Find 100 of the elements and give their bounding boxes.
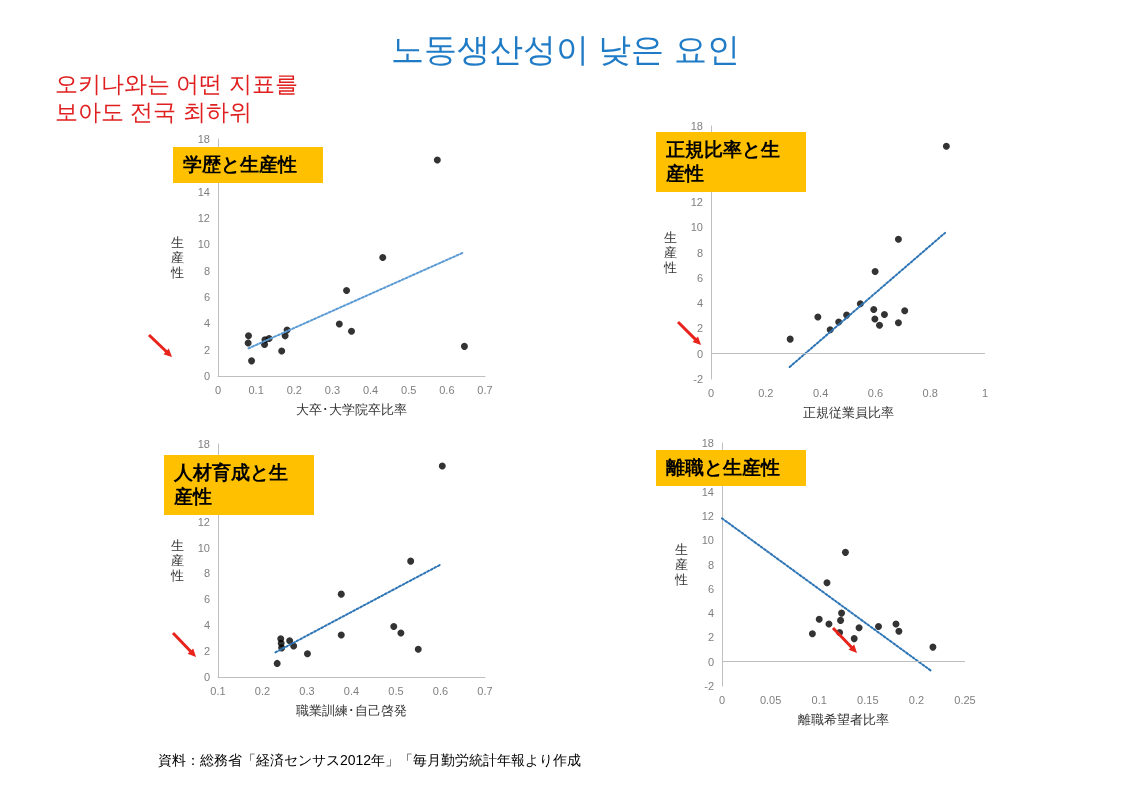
point	[894, 235, 902, 243]
x-tick-label: 0	[718, 693, 726, 706]
y-tick-label: 0	[203, 671, 210, 683]
x-tick-label: 0.8	[922, 386, 938, 399]
x-tick-label: 0.5	[401, 383, 417, 396]
point	[335, 320, 343, 328]
text: 오키나와는 어떤 지표를 보아도 전국 최하위	[55, 70, 299, 126]
y-tick-label: 10	[690, 221, 703, 234]
y-tick-label: 14	[197, 185, 210, 198]
x-tick-label: 0.6	[867, 386, 884, 399]
text: 正規比率と生産性	[656, 132, 806, 192]
y-axis-title: 生産性	[674, 542, 688, 587]
point	[876, 321, 884, 329]
x-tick-label: 0.2	[254, 684, 271, 697]
point	[433, 156, 441, 164]
x-tick-label: 1	[981, 386, 989, 399]
point	[871, 315, 879, 323]
point	[942, 142, 950, 150]
point	[786, 335, 794, 343]
y-tick-label: 6	[203, 593, 210, 606]
point	[871, 267, 879, 275]
point	[895, 627, 903, 635]
y-tick-label: 8	[707, 558, 714, 571]
point	[850, 635, 858, 643]
point	[337, 631, 345, 639]
y-tick-label: 12	[197, 212, 210, 224]
point	[870, 305, 878, 313]
text: 学歴と生産性	[173, 147, 323, 183]
x-tick-label: 0.6	[432, 684, 449, 697]
point	[379, 254, 387, 261]
x-tick-label: 0.5	[388, 684, 404, 697]
x-tick-label: 0.1	[248, 383, 264, 396]
point	[286, 637, 294, 645]
y-tick-label: 18	[197, 133, 210, 145]
x-tick-label: 0	[214, 383, 222, 396]
x-tick-label: 0.7	[477, 383, 493, 396]
point	[337, 590, 345, 598]
y-tick-label: 14	[701, 485, 714, 498]
point	[841, 548, 849, 556]
y-tick-label: 4	[707, 607, 714, 620]
y-axis-title: 生産性	[170, 538, 184, 583]
point	[244, 339, 252, 347]
point	[875, 622, 882, 630]
point	[808, 630, 816, 638]
x-tick-label: 0.05	[759, 693, 782, 706]
x-axis-title: 職業訓練･自己啓発	[296, 703, 407, 718]
x-tick-label: 0.25	[954, 693, 976, 706]
x-tick-label: 0.1	[811, 693, 827, 706]
text: 노동생산성이 낮은 요인	[391, 31, 740, 68]
y-tick-label: 6	[203, 291, 210, 303]
x-tick-label: 0.2	[758, 386, 774, 399]
x-axis-title: 正規従業員比率	[802, 405, 894, 420]
y-tick-label: 10	[197, 238, 210, 251]
point	[855, 624, 863, 632]
y-tick-label: 6	[696, 271, 703, 284]
point	[880, 310, 888, 318]
y-tick-label: 8	[203, 264, 210, 277]
y-tick-label: 12	[690, 195, 703, 208]
y-tick-label: -2	[704, 680, 714, 692]
x-tick-label: 0.3	[299, 684, 315, 697]
x-tick-label: 0.4	[812, 386, 829, 399]
y-tick-label: 2	[203, 343, 210, 356]
y-tick-label: 18	[701, 437, 714, 449]
point	[838, 609, 846, 617]
point	[438, 462, 446, 470]
point	[348, 327, 355, 335]
point	[414, 645, 422, 653]
point	[894, 319, 902, 327]
point	[460, 342, 468, 350]
y-tick-label: 8	[696, 246, 703, 259]
point	[245, 332, 253, 340]
y-tick-label: 18	[197, 438, 210, 450]
y-tick-label: 10	[701, 534, 714, 547]
x-tick-label: 0.2	[286, 383, 302, 396]
point	[901, 307, 909, 315]
point	[390, 623, 398, 631]
y-tick-label: 4	[203, 317, 210, 330]
x-tick-label: 0.4	[362, 383, 379, 396]
y-tick-label: 12	[701, 509, 714, 522]
point	[837, 616, 845, 624]
x-axis-title: 離職希望者比率	[798, 712, 889, 727]
x-tick-label: 0.15	[857, 693, 879, 706]
text: 人材育成と生産性	[164, 455, 314, 515]
x-tick-label: 0.3	[324, 383, 341, 396]
point	[248, 357, 256, 365]
x-tick-label: 0.4	[343, 684, 360, 697]
text: 離職と生産性	[656, 450, 806, 486]
y-tick-label: 12	[197, 515, 210, 528]
text: 資料：総務省「経済センサス2012年」「毎月勤労統計年報より作成	[158, 752, 582, 770]
y-tick-label: 4	[203, 619, 210, 632]
point	[278, 347, 286, 355]
point	[273, 659, 281, 667]
point	[343, 286, 351, 294]
y-tick-label: 2	[707, 631, 714, 644]
y-axis-title: 生産性	[170, 235, 184, 280]
point	[407, 557, 415, 565]
y-tick-label: 2	[203, 645, 210, 658]
point	[303, 650, 311, 658]
x-axis-title: 大卒･大学院卒比率	[296, 402, 407, 417]
y-tick-label: 0	[203, 370, 210, 382]
